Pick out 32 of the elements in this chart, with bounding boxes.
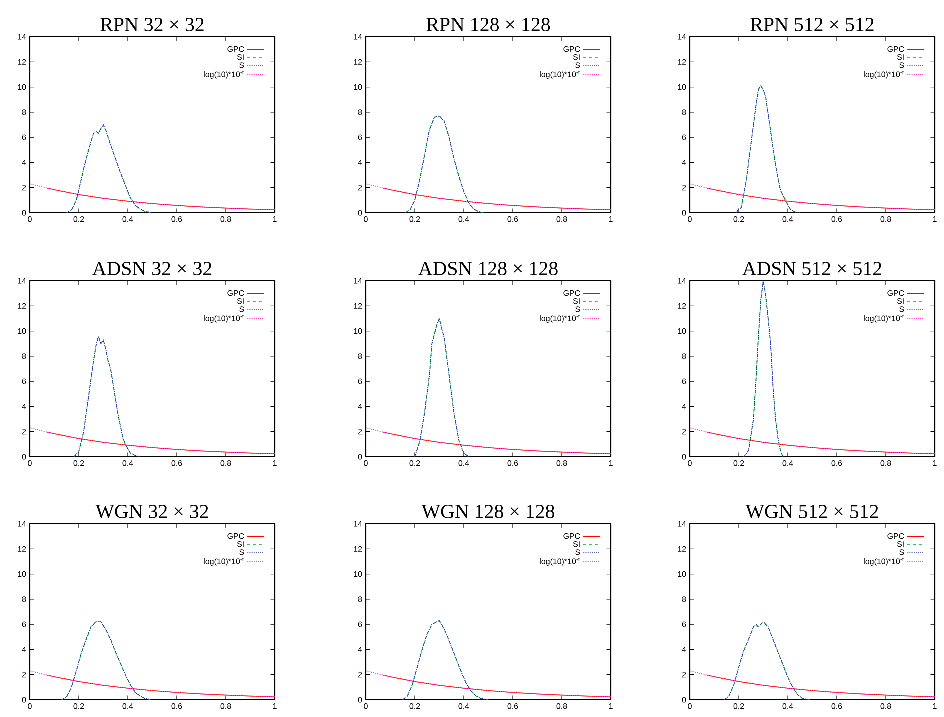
line-series [382, 432, 612, 455]
line-series [30, 184, 276, 211]
line-series [46, 432, 276, 455]
chart-title: WGN 32 × 32 [96, 505, 208, 518]
line-series [382, 188, 612, 211]
line-series [366, 670, 612, 698]
line-series [743, 280, 784, 457]
line-series [690, 670, 936, 698]
line-series [404, 116, 484, 213]
chart-title: WGN 512 × 512 [746, 505, 878, 518]
chart-title: ADSN 128 × 128 [418, 262, 558, 276]
line-series [366, 184, 612, 211]
line-series [736, 86, 801, 213]
chart-title: RPN 512 × 512 [750, 18, 874, 32]
line-series [706, 432, 936, 455]
line-series [706, 188, 936, 211]
chart-title: WGN 128 × 128 [422, 504, 555, 518]
line-series [402, 620, 489, 700]
line-series [30, 670, 276, 698]
chart-title: ADSN 512 × 512 [742, 262, 882, 276]
chart-title: RPN 32 × 32 [100, 18, 204, 32]
line-series [690, 184, 936, 211]
chart-title: RPN 128 × 128 [426, 18, 550, 32]
line-series [46, 188, 276, 211]
line-series [30, 428, 276, 455]
chart-title: ADSN 32 × 32 [92, 262, 212, 276]
line-series [61, 622, 153, 700]
line-series [706, 674, 936, 698]
line-series [46, 674, 276, 698]
line-series [690, 428, 936, 455]
line-series [382, 674, 612, 698]
line-series [366, 428, 612, 455]
